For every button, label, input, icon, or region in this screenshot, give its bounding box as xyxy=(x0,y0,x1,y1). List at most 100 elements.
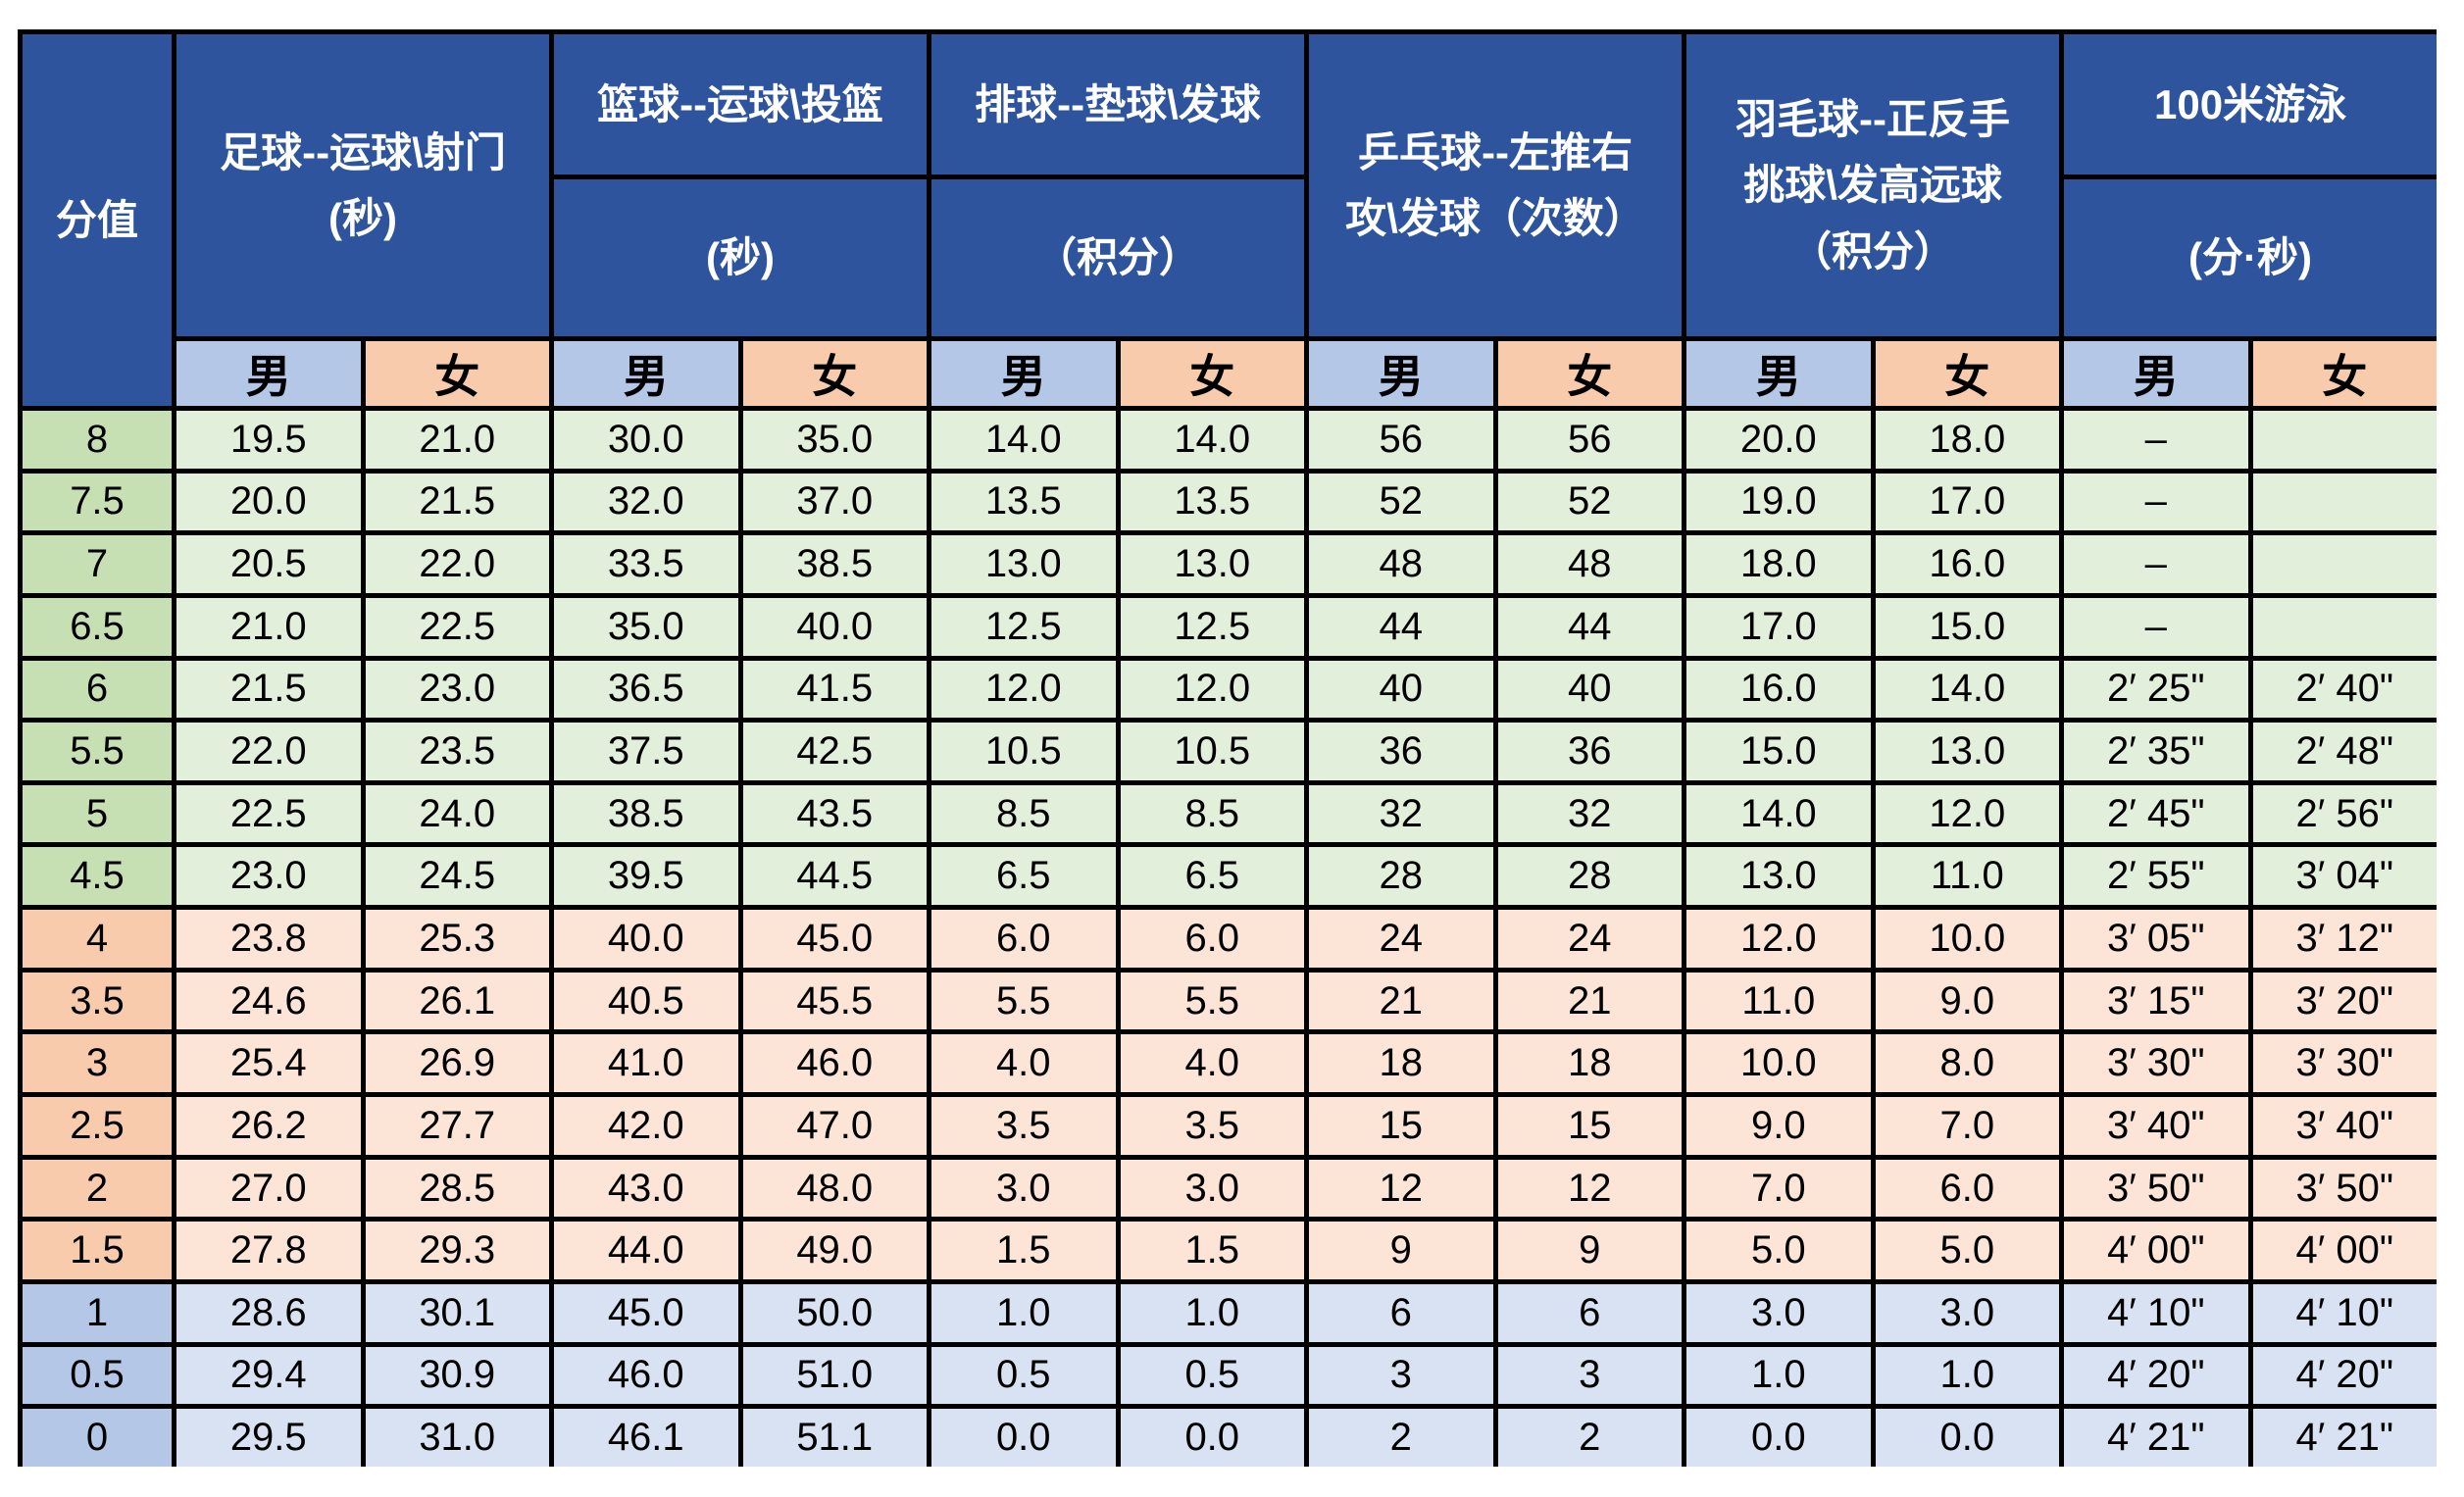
score-value-cell: 1.5 xyxy=(18,1217,172,1279)
data-cell: 3′ 50" xyxy=(2059,1154,2248,1218)
data-cell: 3′ 50" xyxy=(2247,1154,2438,1218)
data-cell: 25.3 xyxy=(360,905,549,968)
data-cell: 19.5 xyxy=(172,406,361,469)
data-cell: 8.0 xyxy=(1870,1029,2060,1093)
data-cell: 14.0 xyxy=(1115,406,1304,469)
score-value-cell: 1 xyxy=(18,1278,172,1342)
badminton-unit-line: （积分） xyxy=(1790,227,1956,274)
data-cell: 38.5 xyxy=(737,530,927,593)
table-row-score-1.5: 1.5 27.8 29.3 44.0 49.0 1.5 1.5 9 9 5.0 5.0 4′ 00" 4… xyxy=(18,1217,2438,1279)
data-cell: 1.0 xyxy=(1682,1341,1871,1405)
data-cell: 12.5 xyxy=(927,592,1116,656)
table-row-score-5.5: 5.5 22.0 23.5 37.5 42.5 10.5 10.5 36 36 15.0 13.0 2… xyxy=(18,718,2438,780)
gender-female-basketball: 女 xyxy=(737,336,927,406)
table-tennis-label-line1: 乒乓球--左推右 xyxy=(1358,128,1633,175)
data-cell: 13.0 xyxy=(1870,718,2060,780)
data-cell: 6.0 xyxy=(1115,905,1304,968)
data-cell: 5.0 xyxy=(1870,1217,2060,1279)
data-cell: 11.0 xyxy=(1682,967,1871,1030)
data-cell: 5.0 xyxy=(1682,1217,1871,1279)
data-cell: 51.1 xyxy=(737,1404,927,1467)
column-group-basketball: 篮球--运球\投篮 xyxy=(549,29,927,175)
score-value-cell: 7 xyxy=(18,530,172,593)
data-cell: 41.0 xyxy=(549,1029,738,1093)
data-cell: 39.5 xyxy=(549,842,738,906)
data-cell: 9 xyxy=(1492,1217,1683,1279)
data-cell: 20.0 xyxy=(1682,406,1871,469)
data-cell: 19.0 xyxy=(1682,468,1871,531)
data-cell: 31.0 xyxy=(360,1404,549,1467)
unit-swimming: (分·秒) xyxy=(2059,175,2438,336)
data-cell: 0.5 xyxy=(1115,1341,1304,1405)
data-cell: 40.0 xyxy=(549,905,738,968)
data-cell: 23.5 xyxy=(360,718,549,780)
data-cell: 3′ 40" xyxy=(2247,1092,2438,1155)
data-cell: 21 xyxy=(1304,967,1493,1030)
table-row-score-2: 2 27.0 28.5 43.0 48.0 3.0 3.0 12 12 7.0 6.0 3′ 50" 3… xyxy=(18,1154,2438,1218)
column-group-volleyball: 排球--垫球\发球 xyxy=(927,29,1304,175)
data-cell: 23.0 xyxy=(360,655,549,719)
data-cell: 6 xyxy=(1492,1278,1683,1342)
data-cell: 24.0 xyxy=(360,779,549,843)
header-row-units: (秒) （积分） (分·秒) xyxy=(18,175,2438,336)
data-cell xyxy=(2247,592,2438,656)
data-cell: 24 xyxy=(1304,905,1493,968)
data-cell: 51.0 xyxy=(737,1341,927,1405)
data-cell: 21.0 xyxy=(172,592,361,656)
score-value-cell: 0 xyxy=(18,1404,172,1467)
table-row-score-7: 7 20.5 22.0 33.5 38.5 13.0 13.0 48 48 18.0 16.0– xyxy=(18,530,2438,593)
gender-male-swimming: 男 xyxy=(2059,336,2248,406)
data-cell: 1.0 xyxy=(927,1278,1116,1342)
data-cell: 9.0 xyxy=(1682,1092,1871,1155)
data-cell: 17.0 xyxy=(1870,468,2060,531)
data-cell: 6 xyxy=(1304,1278,1493,1342)
data-cell: 29.3 xyxy=(360,1217,549,1279)
table-row-score-6: 6 21.5 23.0 36.5 41.5 12.0 12.0 40 40 16.0 14.0 2′ … xyxy=(18,655,2438,719)
data-cell: 32 xyxy=(1492,779,1683,843)
data-cell: 15 xyxy=(1304,1092,1493,1155)
data-cell: 2′ 45" xyxy=(2059,779,2248,843)
data-cell: 3.5 xyxy=(927,1092,1116,1155)
data-cell: 35.0 xyxy=(737,406,927,469)
data-cell: 48 xyxy=(1492,530,1683,593)
data-cell: 45.5 xyxy=(737,967,927,1030)
data-cell: 13.5 xyxy=(1115,468,1304,531)
data-cell: 41.5 xyxy=(737,655,927,719)
data-cell: 4′ 20" xyxy=(2247,1341,2438,1405)
column-group-badminton: 羽毛球--正反手 挑球\发高远球 （积分） xyxy=(1682,29,2060,336)
data-cell: 22.5 xyxy=(360,592,549,656)
data-cell: 3′ 04" xyxy=(2247,842,2438,906)
data-cell: 26.2 xyxy=(172,1092,361,1155)
data-cell: 4.0 xyxy=(927,1029,1116,1093)
data-cell: 32.0 xyxy=(549,468,738,531)
data-cell: 28 xyxy=(1304,842,1493,906)
table-row-score-8: 8 19.5 21.0 30.0 35.0 14.0 14.0 56 56 20.0 18.0– xyxy=(18,406,2438,469)
data-cell: 2′ 40" xyxy=(2247,655,2438,719)
data-cell: 12.0 xyxy=(1870,779,2060,843)
data-cell: 2′ 48" xyxy=(2247,718,2438,780)
data-cell: 47.0 xyxy=(737,1092,927,1155)
data-cell: 13.5 xyxy=(927,468,1116,531)
data-cell: 21.5 xyxy=(172,655,361,719)
data-cell: 4′ 10" xyxy=(2247,1278,2438,1342)
data-cell: – xyxy=(2059,530,2248,593)
data-cell: 27.0 xyxy=(172,1154,361,1218)
data-cell: 26.9 xyxy=(360,1029,549,1093)
data-cell: 6.5 xyxy=(927,842,1116,906)
table-row-score-3.5: 3.5 24.6 26.1 40.5 45.5 5.5 5.5 21 21 11.0 9.0 3′ 1… xyxy=(18,967,2438,1030)
data-cell: 2′ 25" xyxy=(2059,655,2248,719)
data-cell: 44 xyxy=(1492,592,1683,656)
data-cell: 52 xyxy=(1304,468,1493,531)
score-value-cell: 7.5 xyxy=(18,468,172,531)
table-row-score-3: 3 25.4 26.9 41.0 46.0 4.0 4.0 18 18 10.0 8.0 3′ 30"… xyxy=(18,1029,2438,1093)
data-cell: 30.9 xyxy=(360,1341,549,1405)
data-cell: 27.7 xyxy=(360,1092,549,1155)
unit-basketball: (秒) xyxy=(549,175,927,336)
data-cell xyxy=(2247,530,2438,593)
data-cell: 18.0 xyxy=(1682,530,1871,593)
score-column-header: 分值 xyxy=(18,29,172,406)
score-value-cell: 3.5 xyxy=(18,967,172,1030)
data-cell: 18 xyxy=(1304,1029,1493,1093)
data-cell: 16.0 xyxy=(1682,655,1871,719)
